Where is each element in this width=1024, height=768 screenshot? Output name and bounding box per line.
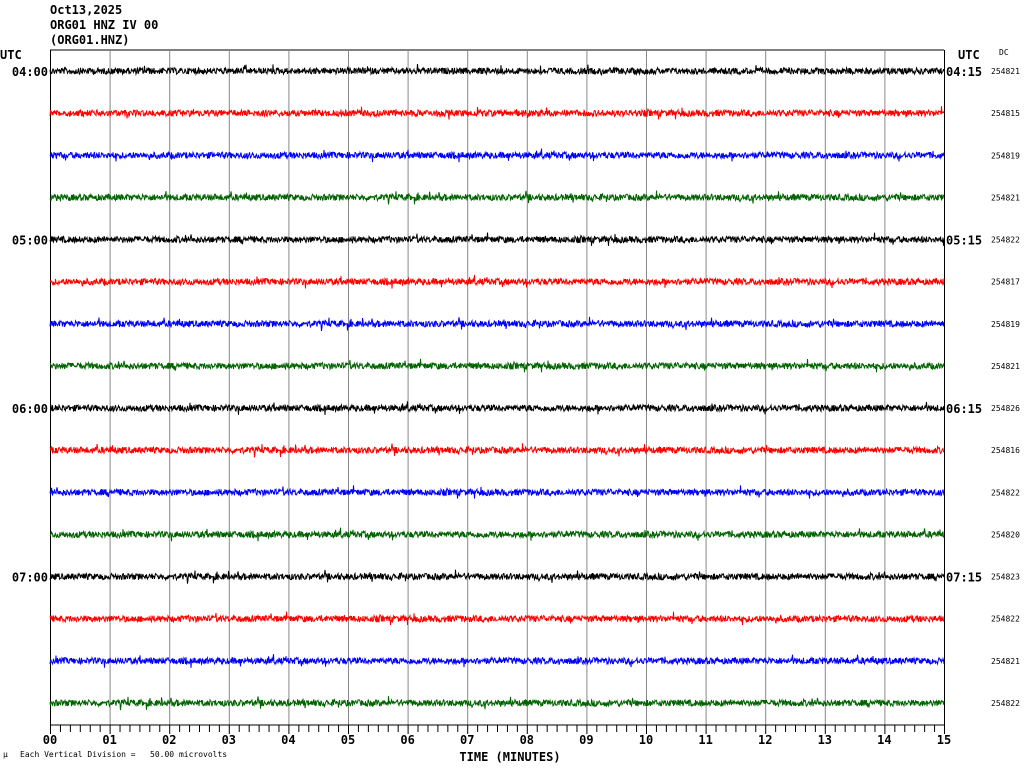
scale-note: Each Vertical Division = 50.00 microvolt… [20,750,228,759]
dc-value: 254821 [991,657,1020,666]
trace-row-15 [49,696,945,711]
dc-value: 254815 [991,109,1020,118]
dc-value: 254819 [991,320,1020,329]
trace-row-12 [49,569,945,584]
left-time-label: 07:00 [12,571,48,585]
left-time-label: 04:00 [12,65,48,79]
x-tick-label: 12 [758,733,772,747]
x-tick-label: 11 [698,733,712,747]
trace-row-10 [49,485,945,499]
right-time-label: 05:15 [946,234,982,248]
trace-row-2 [49,148,945,163]
right-time-label: 04:15 [946,65,982,79]
dc-value: 254822 [991,488,1020,497]
trace-row-11 [49,527,945,542]
station-label: ORG01 HNZ IV 00 [50,18,159,32]
x-tick-label: 13 [818,733,832,747]
x-tick-label: 03 [222,733,236,747]
dc-value: 254816 [991,446,1020,455]
trace-row-6 [49,316,945,331]
trace-row-0 [49,63,945,77]
x-tick-label: 04 [281,733,295,747]
x-tick-label: 01 [102,733,116,747]
x-tick-label: 00 [43,733,57,747]
trace-row-5 [49,274,945,289]
x-axis-title: TIME (MINUTES) [459,750,560,764]
trace-row-4 [49,232,945,246]
channel-label: (ORG01.HNZ) [50,33,130,47]
dc-value: 254823 [991,573,1020,582]
x-tick-label: 02 [162,733,176,747]
right-time-label: 06:15 [946,402,982,416]
trace-row-7 [49,358,945,373]
trace-row-13 [49,611,945,626]
x-tick-label: 06 [400,733,414,747]
x-tick-label: 10 [639,733,653,747]
dc-value: 254819 [991,151,1020,160]
trace-row-1 [49,106,945,120]
dc-value: 254821 [991,67,1020,76]
trace-row-3 [49,190,945,205]
dc-value: 254821 [991,362,1020,371]
x-tick-label: 08 [520,733,534,747]
dc-value: 254817 [991,278,1020,287]
micro-mark: μ [3,750,8,759]
x-tick-label: 09 [579,733,593,747]
right-utc-title: UTC [958,48,980,62]
date-label: Oct13,2025 [50,3,123,17]
x-tick-label: 05 [341,733,355,747]
left-utc-title: UTC [0,48,22,62]
dc-value: 254822 [991,699,1020,708]
dc-value: 254826 [991,404,1020,413]
left-time-label: 06:00 [12,402,48,416]
dc-value: 254822 [991,615,1020,624]
trace-row-8 [49,401,945,416]
right-time-label: 07:15 [946,571,982,585]
x-tick-label: 14 [877,733,891,747]
dc-value: 254820 [991,530,1020,539]
trace-row-14 [49,654,945,668]
left-time-label: 05:00 [12,234,48,248]
x-tick-label: 15 [937,733,951,747]
x-tick-label: 07 [460,733,474,747]
dc-title: DC [999,48,1009,57]
trace-row-9 [49,443,945,458]
dc-value: 254822 [991,236,1020,245]
dc-value: 254821 [991,193,1020,202]
